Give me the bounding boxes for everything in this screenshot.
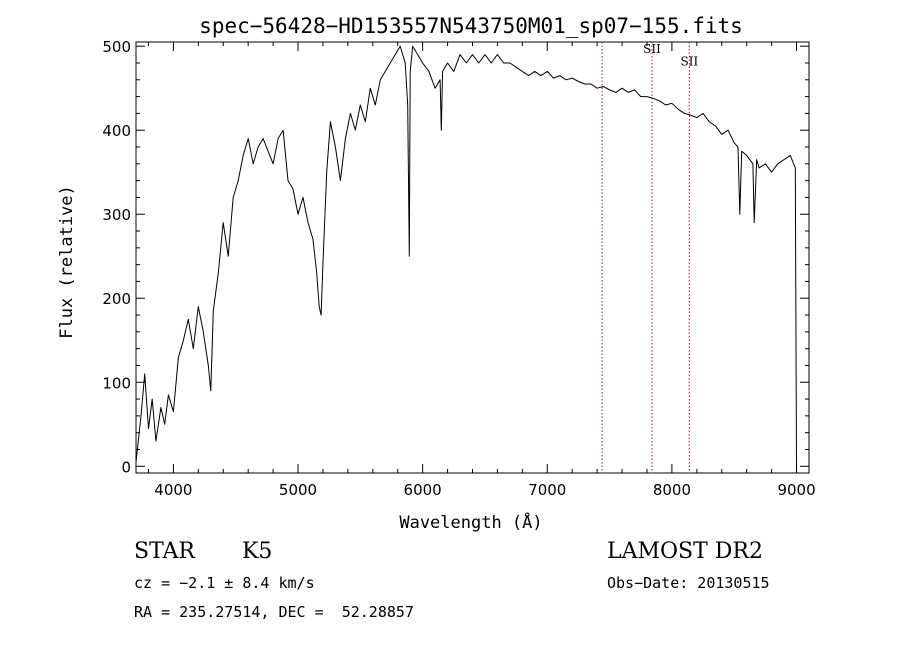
annotation-label-1: SII — [681, 55, 699, 69]
x-axis-label: Wavelength (Å) — [399, 511, 542, 533]
x-tick-label-3: 7000 — [528, 481, 566, 499]
spectrum-series — [135, 45, 797, 467]
x-tick-label-1: 5000 — [279, 481, 317, 499]
plot-frame — [135, 41, 810, 474]
y-tick-label-4: 400 — [102, 122, 131, 140]
y-axis-label: Flux (relative) — [57, 185, 77, 339]
observation-date: Obs−Date: 20130515 — [607, 574, 770, 592]
x-axis: 4000 5000 6000 7000 8000 9000 — [147, 42, 816, 499]
y-tick-label-5: 500 — [102, 38, 131, 56]
y-axis: 0 100 200 300 400 500 — [102, 38, 809, 476]
reference-lines — [601, 42, 690, 473]
spectrum-line-0 — [135, 45, 797, 467]
redshift-velocity: cz = −2.1 ± 8.4 km/s — [134, 574, 315, 592]
sky-coordinates: RA = 235.27514, DEC = 52.28857 — [134, 603, 414, 621]
chart-title: spec−56428−HD153557N543750M01_sp07−155.f… — [199, 14, 743, 38]
x-tick-label-4: 8000 — [653, 481, 691, 499]
annotation-label-0: SII — [643, 42, 661, 56]
x-tick-label-2: 6000 — [404, 481, 442, 499]
object-type: STAR — [134, 539, 195, 564]
spectral-class: K5 — [242, 539, 273, 564]
y-tick-label-0: 0 — [121, 458, 131, 476]
y-tick-label-1: 100 — [102, 374, 131, 392]
line-annotations: SII SII — [643, 42, 698, 69]
x-tick-label-5: 9000 — [777, 481, 815, 499]
x-tick-label-0: 4000 — [154, 481, 192, 499]
y-tick-label-3: 300 — [102, 206, 131, 224]
y-tick-label-2: 200 — [102, 290, 131, 308]
survey-name: LAMOST DR2 — [607, 539, 763, 564]
